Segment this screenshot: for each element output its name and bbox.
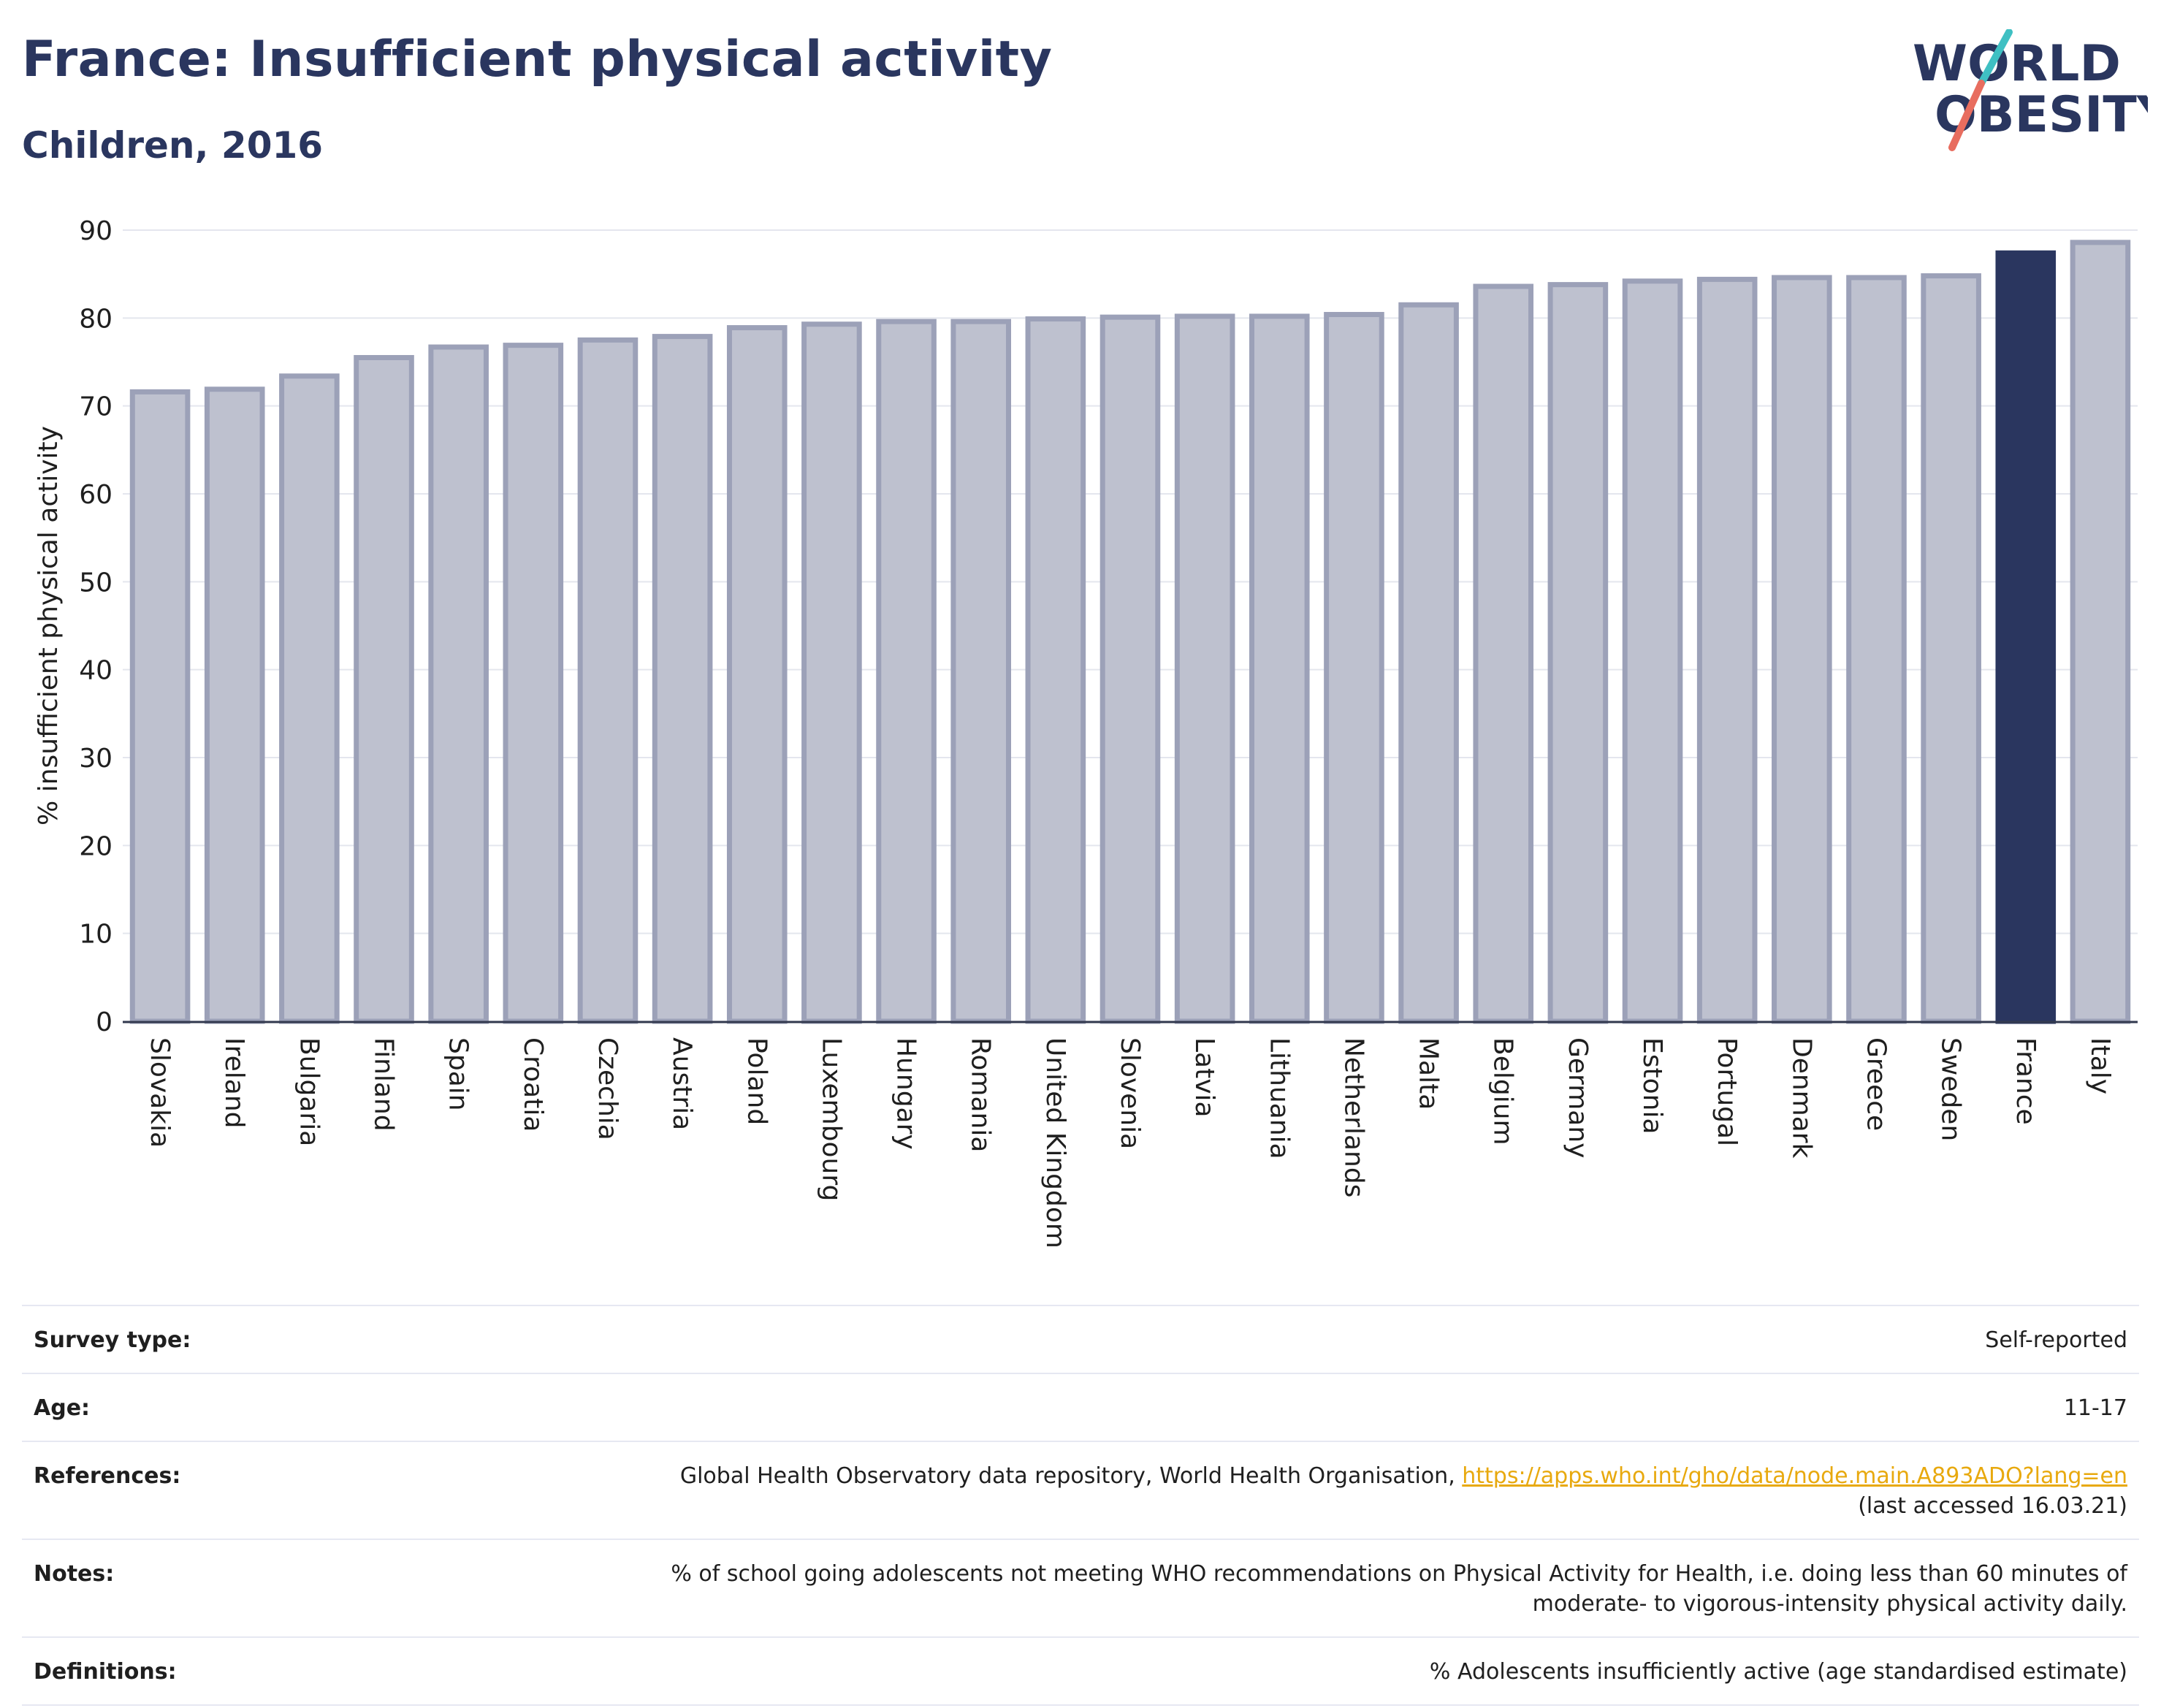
x-tick-label: Poland <box>742 1037 771 1125</box>
bar-belgium <box>1473 283 1534 1024</box>
x-tick-label: Finland <box>369 1037 399 1132</box>
bar-poland <box>726 325 788 1024</box>
y-tick-label: 10 <box>79 920 113 950</box>
bar-romania <box>950 319 1011 1024</box>
bar-croatia <box>503 343 564 1024</box>
y-axis-ticks: 0 10 20 30 40 50 60 70 80 90 <box>79 216 113 1037</box>
x-tick-label: Lithuania <box>1264 1037 1294 1159</box>
y-tick-label: 40 <box>79 656 113 686</box>
notes-line-2: moderate- to vigorous-intensity physical… <box>1532 1591 2127 1617</box>
bar-greece <box>1846 275 1907 1024</box>
x-tick-label: Italy <box>2085 1037 2115 1094</box>
meta-row-notes: Notes: % of school going adolescents not… <box>22 1539 2139 1637</box>
reference-accessed: (last accessed 16.03.21) <box>1858 1493 2127 1519</box>
x-tick-label: Belgium <box>1488 1037 1518 1145</box>
y-tick-label: 30 <box>79 744 113 774</box>
x-tick-label: Hungary <box>891 1037 921 1150</box>
bar-germany <box>1547 282 1609 1024</box>
bar-finland <box>354 354 414 1024</box>
meta-value: Self-reported <box>484 1305 2139 1373</box>
x-tick-label: Romania <box>966 1037 996 1152</box>
world-obesity-logo: WORLD OBESITY <box>1913 29 2148 151</box>
logo-slash-teal <box>1978 29 2013 87</box>
metadata-table: Survey type: Self-reported Age: 11-17 Re… <box>22 1305 2139 1706</box>
y-tick-label: 20 <box>79 831 113 861</box>
chart-title: France: Insufficient physical activity <box>22 31 1053 88</box>
y-tick-label: 80 <box>79 304 113 334</box>
x-tick-label: Sweden <box>1936 1037 1966 1141</box>
y-tick-label: 90 <box>79 216 113 246</box>
x-tick-label: Estonia <box>1637 1037 1667 1135</box>
meta-key: Definitions: <box>22 1636 484 1706</box>
y-tick-label: 70 <box>79 392 113 422</box>
meta-key: References: <box>22 1441 484 1539</box>
bar-austria <box>652 334 713 1024</box>
x-tick-label: Ireland <box>219 1037 249 1129</box>
meta-value: % Adolescents insufficiently active (age… <box>484 1636 2139 1706</box>
logo-slash-red <box>1948 80 1985 151</box>
bar-spain <box>428 344 489 1024</box>
meta-key: Survey type: <box>22 1305 484 1373</box>
notes-line-1: % of school going adolescents not meetin… <box>671 1561 2127 1587</box>
x-tick-label: Slovenia <box>1115 1037 1145 1149</box>
meta-key: Notes: <box>22 1539 484 1637</box>
logo-line-1: WORLD <box>1913 35 2121 93</box>
meta-row-survey-type: Survey type: Self-reported <box>22 1305 2139 1373</box>
x-tick-label: Germany <box>1563 1037 1593 1158</box>
bar-luxembourg <box>801 321 862 1024</box>
meta-key: Age: <box>22 1373 484 1441</box>
x-tick-label: Malta <box>1414 1037 1444 1110</box>
bar-malta <box>1398 302 1459 1024</box>
bar-slovakia <box>129 389 191 1024</box>
meta-value: 11-17 <box>484 1373 2139 1441</box>
x-tick-label: Luxembourg <box>816 1037 846 1201</box>
x-tick-label: Austria <box>667 1037 697 1130</box>
bars <box>129 240 2131 1024</box>
x-tick-label: Spain <box>443 1037 473 1111</box>
y-tick-label: 50 <box>79 568 113 598</box>
reference-link[interactable]: https://apps.who.int/gho/data/node.main.… <box>1462 1463 2127 1489</box>
x-tick-label: Denmark <box>1786 1037 1816 1159</box>
x-tick-label: Czechia <box>592 1037 622 1140</box>
meta-row-references: References: Global Health Observatory da… <box>22 1441 2139 1539</box>
x-tick-label: United Kingdom <box>1040 1037 1070 1248</box>
bar-latvia <box>1174 313 1235 1024</box>
bar-italy <box>2070 240 2131 1024</box>
y-axis-label: % insufficient physical activity <box>34 426 64 826</box>
x-tick-label: Netherlands <box>1338 1037 1368 1197</box>
bar-denmark <box>1772 275 1832 1024</box>
reference-text: Global Health Observatory data repositor… <box>679 1463 1463 1489</box>
bar-bulgaria <box>279 373 340 1024</box>
bar-france <box>1995 250 2057 1024</box>
meta-row-definitions: Definitions: % Adolescents insufficientl… <box>22 1636 2139 1706</box>
chart-subtitle: Children, 2016 <box>22 124 324 167</box>
bar-chart: 0 10 20 30 40 50 60 70 80 90 Slovakia Ireland Bulga… <box>34 216 2138 1248</box>
y-tick-label: 0 <box>96 1007 113 1037</box>
bar-portugal <box>1696 276 1758 1024</box>
x-tick-label: Portugal <box>1712 1037 1742 1146</box>
x-tick-label: Slovakia <box>145 1037 175 1148</box>
meta-row-age: Age: 11-17 <box>22 1373 2139 1441</box>
x-axis-labels: Slovakia Ireland Bulgaria Finland Spain Croat… <box>145 1037 2115 1248</box>
y-tick-label: 60 <box>79 480 113 510</box>
x-tick-label: France <box>2011 1037 2040 1125</box>
x-tick-label: Croatia <box>518 1037 548 1132</box>
x-tick-label: Latvia <box>1189 1037 1219 1118</box>
bar-lithuania <box>1249 313 1310 1024</box>
bar-ireland <box>204 386 265 1024</box>
bar-hungary <box>876 319 937 1024</box>
bar-united-kingdom <box>1025 316 1086 1024</box>
bar-czechia <box>577 337 639 1024</box>
bar-sweden <box>1921 273 1981 1024</box>
bar-netherlands <box>1324 312 1384 1024</box>
x-tick-label: Greece <box>1861 1037 1891 1131</box>
bar-slovenia <box>1099 314 1161 1024</box>
bar-estonia <box>1622 278 1683 1024</box>
x-tick-label: Bulgaria <box>294 1037 324 1146</box>
